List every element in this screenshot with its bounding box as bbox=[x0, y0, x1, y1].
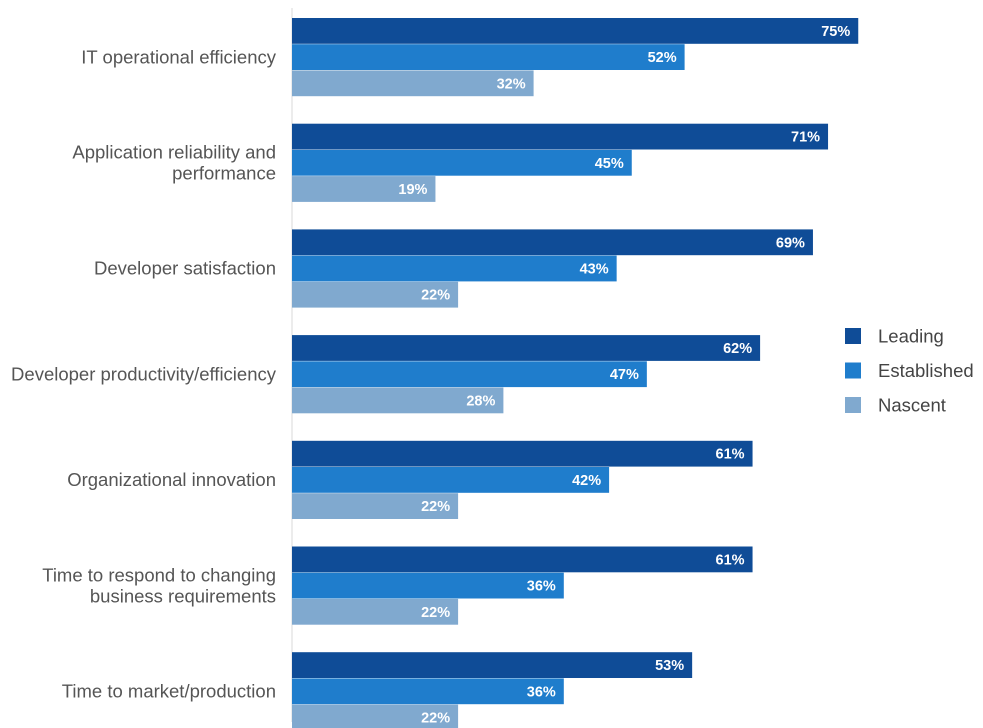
bar-established-organizational-innovation bbox=[292, 467, 610, 493]
bar-nascent-developer-productivity-efficiency bbox=[292, 387, 504, 414]
data-label-nascent-time-to-market-production: 22% bbox=[421, 711, 450, 727]
data-label-established-developer-productivity-efficiency: 47% bbox=[610, 367, 639, 383]
bar-nascent-developer-satisfaction bbox=[292, 281, 459, 308]
bar-leading-time-to-market-production bbox=[292, 652, 693, 678]
category-label-developer-productivity-efficiency: Developer productivity/efficiency bbox=[11, 363, 277, 384]
legend-label-established: Established bbox=[878, 360, 974, 381]
legend-label-leading: Leading bbox=[878, 326, 944, 347]
legend-label-nascent: Nascent bbox=[878, 395, 946, 416]
bar-nascent-it-operational-efficiency bbox=[292, 70, 534, 97]
bar-established-application-reliability-and-performance bbox=[292, 149, 632, 176]
bar-leading-time-to-respond-to-changing-business-requirements bbox=[292, 546, 753, 573]
category-label-time-to-respond-to-changing-business-requirements: Time to respond to changing business requ… bbox=[42, 564, 276, 606]
bar-nascent-organizational-innovation bbox=[292, 493, 459, 519]
data-label-leading-organizational-innovation: 61% bbox=[716, 447, 745, 463]
data-label-established-it-operational-efficiency: 52% bbox=[648, 50, 677, 66]
bars-group: 75% 52% 32% 71% 45% 19% 69% 43% 22% 62% 47% 28% 61% 4… bbox=[292, 18, 859, 728]
bar-nascent-time-to-market-production bbox=[292, 704, 459, 728]
category-label-application-reliability-and-performance: Application reliability and performance bbox=[72, 142, 276, 184]
bar-nascent-time-to-respond-to-changing-business-requirements bbox=[292, 598, 459, 625]
data-label-established-organizational-innovation: 42% bbox=[572, 473, 601, 489]
data-label-leading-time-to-market-production: 53% bbox=[655, 658, 684, 674]
bar-leading-developer-satisfaction bbox=[292, 229, 813, 256]
data-label-leading-time-to-respond-to-changing-business-requirements: 61% bbox=[716, 552, 745, 568]
data-label-nascent-time-to-respond-to-changing-business-requirements: 22% bbox=[421, 605, 450, 621]
category-label-organizational-innovation: Organizational innovation bbox=[67, 469, 276, 490]
data-label-nascent-developer-satisfaction: 22% bbox=[421, 288, 450, 304]
bar-nascent-application-reliability-and-performance bbox=[292, 176, 436, 202]
category-label-time-to-market-production: Time to market/production bbox=[62, 681, 276, 702]
data-label-established-developer-satisfaction: 43% bbox=[580, 262, 609, 278]
data-label-nascent-application-reliability-and-performance: 19% bbox=[398, 182, 427, 198]
bar-leading-application-reliability-and-performance bbox=[292, 123, 829, 150]
bar-established-time-to-respond-to-changing-business-requirements bbox=[292, 572, 564, 599]
bar-leading-it-operational-efficiency bbox=[292, 18, 859, 44]
data-label-established-time-to-respond-to-changing-business-requirements: 36% bbox=[527, 579, 556, 595]
data-label-leading-developer-productivity-efficiency: 62% bbox=[723, 341, 752, 357]
bar-established-developer-productivity-efficiency bbox=[292, 361, 647, 388]
data-label-leading-application-reliability-and-performance: 71% bbox=[791, 130, 820, 146]
bar-leading-developer-productivity-efficiency bbox=[292, 335, 761, 361]
bar-established-developer-satisfaction bbox=[292, 255, 617, 282]
data-label-nascent-it-operational-efficiency: 32% bbox=[497, 76, 526, 92]
data-label-established-application-reliability-and-performance: 45% bbox=[595, 156, 624, 172]
legend-swatch-established bbox=[845, 362, 861, 379]
category-labels-group: IT operational efficiency Application rel… bbox=[11, 46, 277, 701]
legend: Leading Established Nascent bbox=[845, 326, 974, 416]
bar-established-it-operational-efficiency bbox=[292, 44, 685, 70]
data-label-nascent-developer-productivity-efficiency: 28% bbox=[466, 393, 495, 409]
data-label-nascent-organizational-innovation: 22% bbox=[421, 499, 450, 515]
category-label-developer-satisfaction: Developer satisfaction bbox=[94, 258, 276, 279]
data-label-leading-developer-satisfaction: 69% bbox=[776, 235, 805, 251]
legend-swatch-nascent bbox=[845, 397, 861, 413]
bar-leading-organizational-innovation bbox=[292, 440, 753, 467]
legend-swatch-leading bbox=[845, 328, 861, 344]
category-label-it-operational-efficiency: IT operational efficiency bbox=[81, 46, 276, 67]
data-label-leading-it-operational-efficiency: 75% bbox=[821, 24, 850, 40]
data-label-established-time-to-market-production: 36% bbox=[527, 684, 556, 700]
bar-established-time-to-market-production bbox=[292, 678, 564, 705]
